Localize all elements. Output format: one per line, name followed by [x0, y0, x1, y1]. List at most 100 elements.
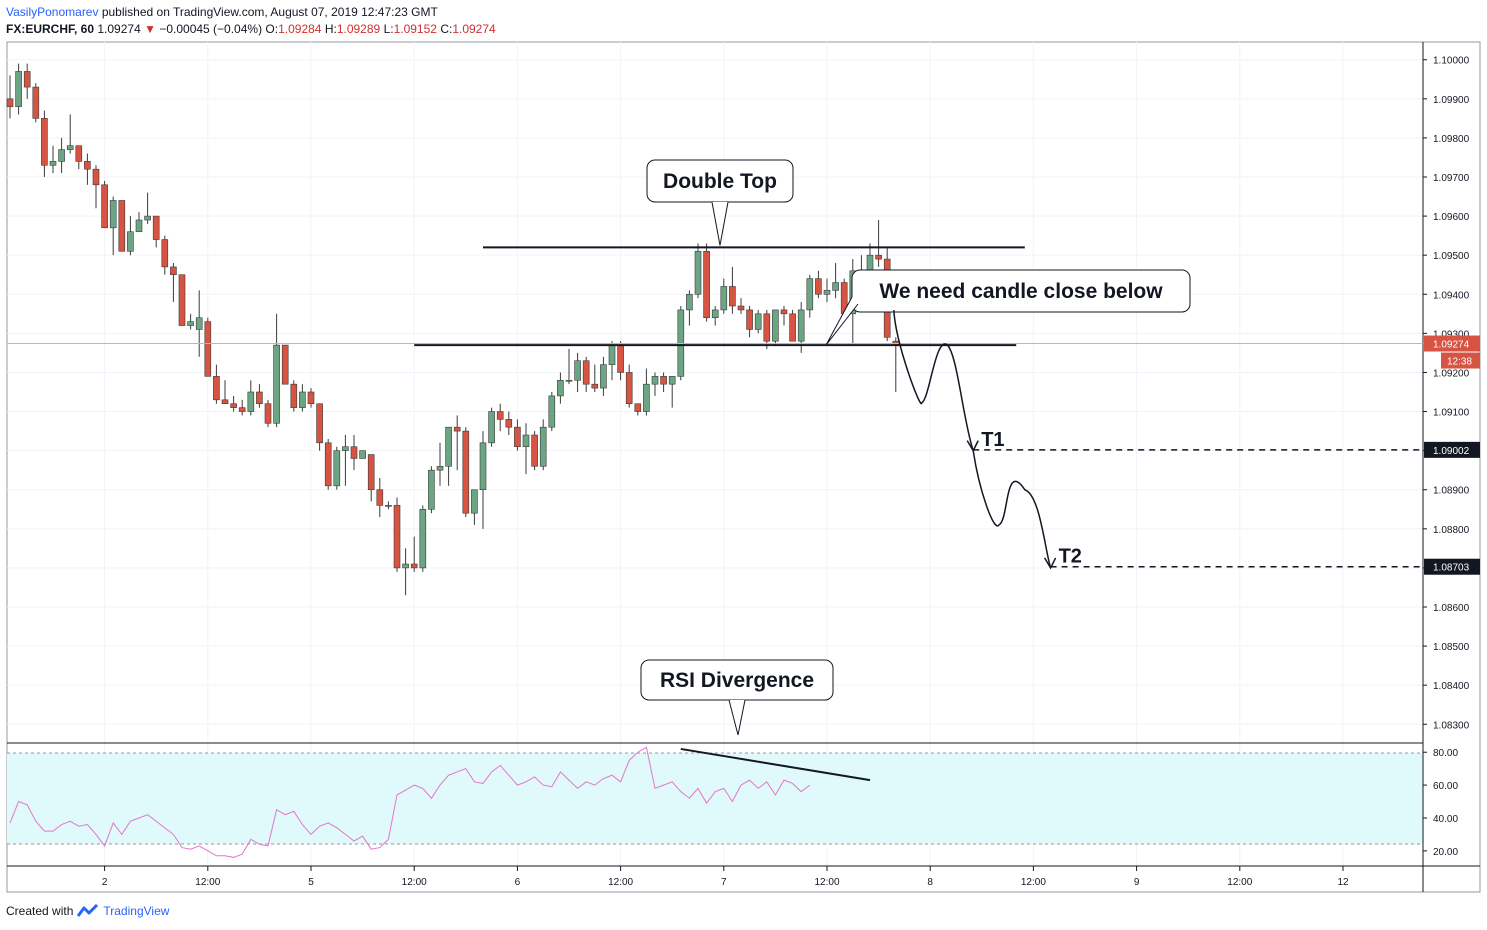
rsi-tick-label: 20.00	[1433, 847, 1458, 858]
candle	[634, 403, 642, 416]
time-tick-label: 12	[1337, 877, 1349, 888]
candle	[402, 548, 409, 596]
candle-body	[514, 426, 521, 448]
candle-body	[711, 309, 719, 319]
candle-body	[720, 286, 728, 311]
candle	[574, 352, 581, 392]
candle	[230, 395, 237, 412]
candle-body	[746, 309, 753, 330]
candle	[66, 114, 74, 154]
candle-body	[402, 563, 409, 569]
candle-body	[600, 364, 607, 389]
candle	[600, 356, 607, 396]
candle-body	[522, 434, 530, 448]
candle	[109, 196, 117, 256]
candle-body	[290, 383, 298, 408]
candle-body	[281, 344, 289, 385]
close-label: C:	[440, 22, 453, 36]
rsi-band	[7, 753, 1423, 844]
candle	[789, 309, 796, 342]
rsi-line	[9, 746, 811, 858]
price-axis[interactable]: 1.10000 1.09900 1.09800 1.09700 1.09600 1.095…	[1423, 56, 1480, 732]
candle-close-callout-pointer	[825, 296, 859, 346]
time-tick-label: 5	[308, 877, 314, 888]
last-price: 1.09274	[97, 22, 141, 36]
candle	[359, 450, 366, 459]
candle-body	[32, 86, 40, 119]
candle	[178, 274, 186, 326]
candle	[582, 356, 590, 392]
candle-body	[342, 446, 349, 451]
candle-body	[410, 563, 418, 569]
candle-body	[316, 403, 323, 444]
candle-body	[419, 508, 427, 569]
candle	[660, 372, 667, 392]
candle-body	[187, 321, 194, 326]
candle	[187, 313, 194, 330]
time-tick-label: 12:00	[608, 877, 633, 888]
candle-body	[694, 250, 702, 295]
candle	[299, 384, 306, 412]
price-tick-label: 1.09100	[1433, 408, 1470, 419]
candle	[307, 388, 315, 408]
candle-body	[496, 411, 504, 420]
candle	[823, 278, 831, 303]
candle	[170, 263, 177, 303]
candle	[144, 192, 151, 224]
candle	[213, 364, 220, 404]
rsi-tick-label: 40.00	[1433, 814, 1458, 825]
candle-body	[643, 383, 650, 412]
author-link[interactable]: VasilyPonomarev	[6, 5, 99, 19]
price-tick-label: 1.09900	[1433, 95, 1470, 106]
price-tick-label: 1.08800	[1433, 525, 1470, 536]
candle-body	[66, 145, 74, 150]
candle	[23, 63, 31, 99]
candle-body	[488, 411, 495, 444]
candle	[763, 309, 771, 349]
countdown-badge	[1441, 352, 1480, 369]
chart-frame	[6, 41, 1481, 893]
current-price-badge	[1424, 335, 1480, 352]
time-axis[interactable]: 2 12:00 5 12:00 6 12:00 7 12:00 8 12:00 9 12:00 12	[102, 866, 1349, 888]
candle-body	[273, 344, 280, 424]
candle-body	[660, 376, 667, 385]
candle-body	[729, 286, 736, 307]
candle-body	[324, 442, 332, 487]
candle	[668, 376, 676, 408]
candle	[238, 399, 246, 416]
candle-body	[436, 465, 444, 471]
candle	[6, 75, 14, 119]
rsi-divergence-callout-label: RSI Divergence	[660, 669, 814, 692]
time-tick-label: 12:00	[402, 877, 427, 888]
time-tick-label: 6	[515, 877, 521, 888]
candle-body	[591, 383, 599, 389]
candle	[264, 399, 272, 428]
price-tick-label: 1.08600	[1433, 603, 1470, 614]
price-tick-label: 1.09700	[1433, 173, 1470, 184]
candle	[32, 83, 40, 123]
low-value: 1.09152	[393, 22, 437, 36]
candle	[385, 501, 392, 510]
candle	[410, 536, 418, 572]
price-tick-label: 1.10000	[1433, 56, 1470, 67]
candle	[539, 419, 547, 471]
candle-body	[256, 391, 263, 405]
price-tick-label: 1.09300	[1433, 329, 1470, 340]
tradingview-brand[interactable]: TradingView	[103, 904, 170, 918]
candle	[643, 368, 650, 416]
price-tick-label: 1.09800	[1433, 134, 1470, 145]
price-chart[interactable]: 1.10000 1.09900 1.09800 1.09700 1.09600 1.095…	[0, 0, 1487, 900]
candle-body	[539, 426, 547, 467]
price-tick-label: 1.09500	[1433, 251, 1470, 262]
footer: Created with TradingView	[6, 904, 169, 918]
down-arrow-icon: ▼	[144, 22, 156, 36]
candle-body	[686, 293, 693, 311]
rsi-tick-label: 60.00	[1433, 781, 1458, 792]
rsi-tick-label: 80.00	[1433, 748, 1458, 759]
projection-arrowhead	[966, 440, 979, 453]
candle-body	[75, 145, 83, 162]
candle-body	[264, 403, 272, 424]
candle-body	[815, 278, 822, 295]
symbol-label[interactable]: FX:EURCHF, 60	[6, 22, 95, 36]
candle	[101, 180, 108, 229]
